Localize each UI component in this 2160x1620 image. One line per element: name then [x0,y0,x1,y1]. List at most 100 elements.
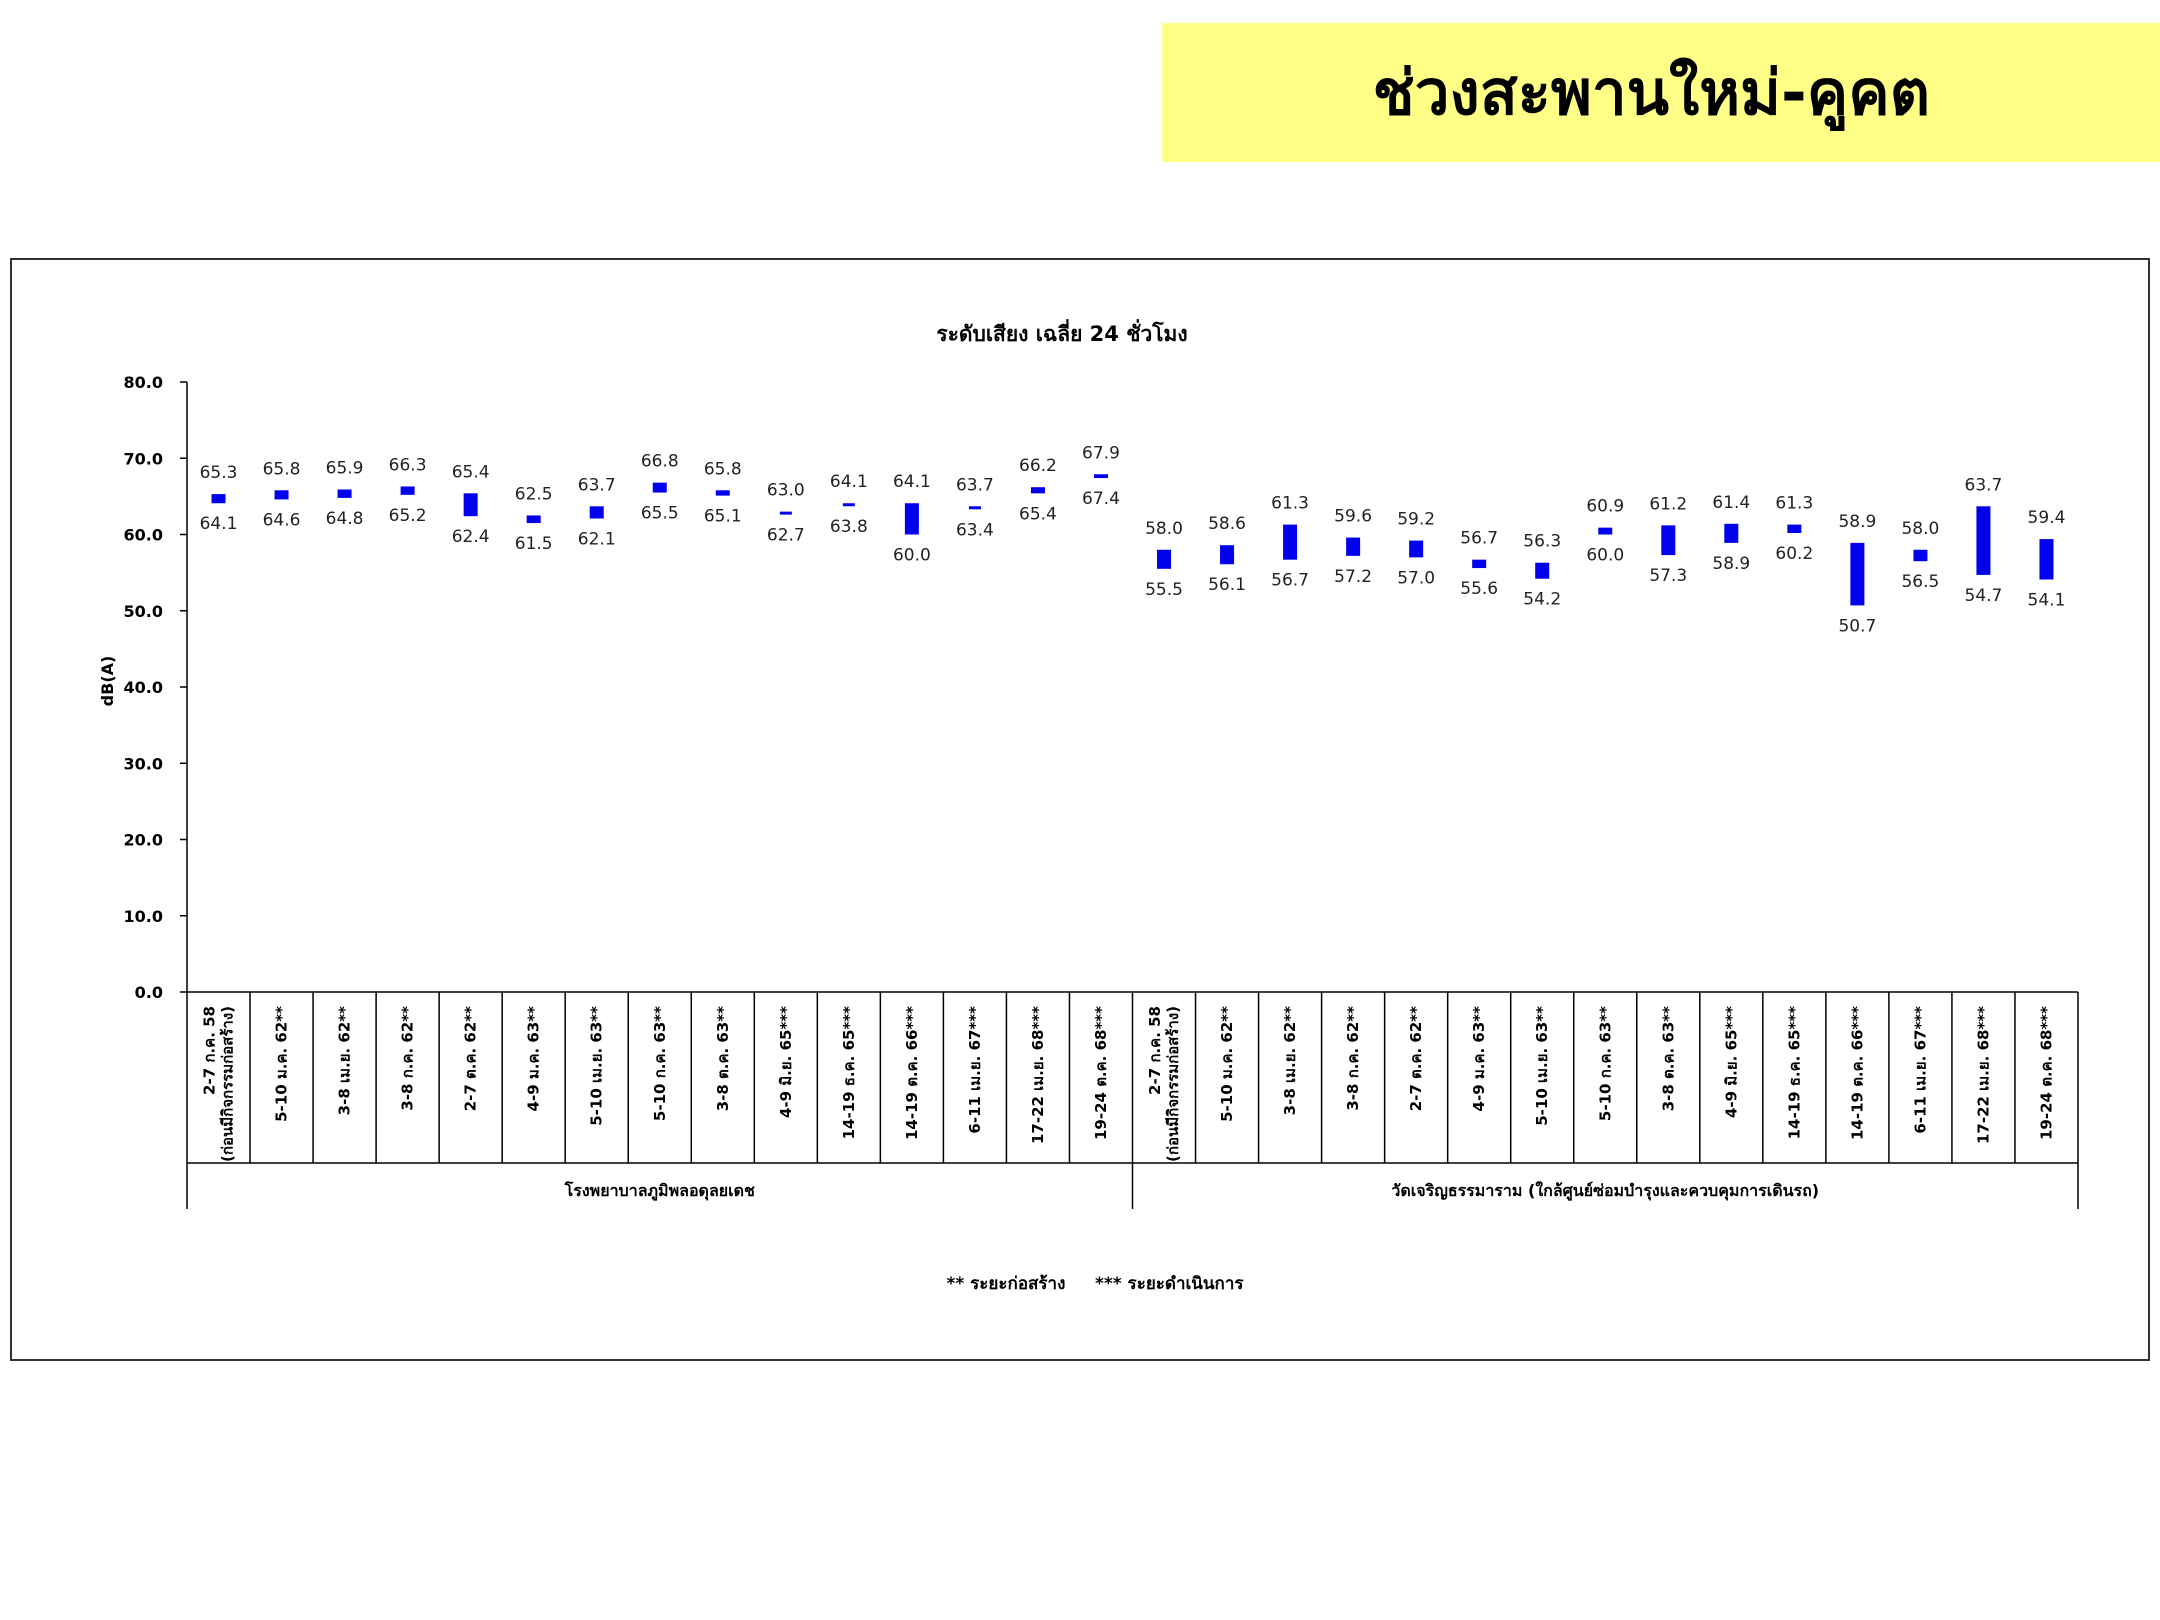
max-value-label: 64.1 [830,472,868,492]
max-value-label: 61.3 [1271,494,1309,514]
y-tick-label: 10.0 [124,907,163,926]
range-bar [1661,525,1676,556]
category-label: 19-24 ต.ค. 68*** [1092,1006,1110,1140]
category-label: 2-7 ก.ค. 58 [1146,1006,1164,1095]
max-value-label: 65.8 [263,459,301,479]
max-value-label: 62.5 [515,484,553,504]
max-value-label: 63.0 [767,481,805,501]
category-label: 3-8 ก.ค. 62** [399,1006,417,1111]
range-bar [1787,524,1802,533]
category-label: 14-19 ธ.ค. 65*** [840,1006,858,1140]
group-labels: โรงพยาบาลภูมิพลอดุลยเดช วัดเจริญธรรมาราม … [564,1180,1819,1202]
group-label: วัดเจริญธรรมาราม (ใกล้ศูนย์ซ่อมบำรุงและค… [1391,1181,1819,1202]
category-label: 5-10 เม.ย. 63** [1533,1006,1551,1126]
axes [186,382,2079,1209]
range-bar [526,515,541,524]
min-value-label: 62.7 [767,526,805,546]
min-value-label: 61.5 [515,534,553,554]
range-bar [779,511,792,515]
category-label: 5-10 ม.ค. 62** [273,1006,291,1122]
min-value-label: 64.8 [326,509,364,529]
range-bar [1093,474,1108,479]
category-label: 3-8 เม.ย. 62** [336,1006,354,1115]
max-value-label: 59.6 [1334,507,1372,527]
category-label: 5-10 เม.ย. 63** [588,1006,606,1126]
min-value-label: 65.2 [389,506,427,526]
category-label: 19-24 ต.ค. 68*** [2037,1006,2055,1140]
max-value-label: 58.6 [1208,514,1246,534]
range-bar [842,503,855,507]
range-bar [652,482,667,493]
category-label: 14-19 ต.ค. 66*** [903,1006,921,1140]
max-value-label: 59.2 [1397,510,1435,530]
min-value-label: 62.4 [452,527,490,547]
min-value-label: 54.1 [2028,590,2066,610]
y-tick-label: 40.0 [124,678,163,697]
min-value-label: 60.0 [1586,546,1624,566]
category-label: 14-19 ต.ค. 66*** [1848,1006,1866,1140]
category-label: (ก่อนมีกิจกรรมก่อสร้าง) [1164,1006,1182,1162]
max-value-label: 64.1 [893,472,931,492]
max-value-label: 56.3 [1523,532,1561,552]
category-label: 4-9 ม.ค. 63** [1470,1006,1488,1112]
range-bar [274,490,289,500]
category-label: 6-11 เม.ย. 67*** [1911,1006,1929,1134]
max-value-label: 58.9 [1838,512,1876,532]
range-bar [337,489,352,498]
min-value-label: 63.4 [956,520,994,540]
y-tick-label: 30.0 [124,754,163,773]
max-value-label: 63.7 [1965,475,2003,495]
range-bar [1283,524,1298,560]
max-value-label: 61.2 [1649,494,1687,514]
category-label: 2-7 ต.ค. 62** [462,1006,480,1111]
category-label: 6-11 เม.ย. 67*** [966,1006,984,1134]
min-value-label: 50.7 [1838,616,1876,636]
max-value-label: 66.3 [389,455,427,475]
category-label: 3-8 ต.ค. 63** [714,1006,732,1111]
range-bar [211,494,226,504]
max-value-label: 65.9 [326,459,364,479]
chart-title: ระดับเสียง เฉลี่ย 24 ชั่วโมง [936,318,1187,346]
max-value-label: 65.4 [452,462,490,482]
y-tick-label: 0.0 [135,983,163,1002]
range-bar [715,490,730,496]
min-value-label: 64.1 [200,514,238,534]
footnote: ** ระยะก่อสร้าง *** ระยะดำเนินการ [946,1274,1244,1294]
min-value-label: 55.5 [1145,580,1183,600]
min-value-label: 67.4 [1082,489,1120,509]
min-value-label: 57.3 [1649,566,1687,586]
max-value-label: 63.7 [956,475,994,495]
title-banner: ช่วงสะพานใหม่-คูคต [1162,23,2160,162]
max-value-label: 66.2 [1019,456,1057,476]
range-bar [1976,506,1991,575]
noise-level-chart: ระดับเสียง เฉลี่ย 24 ชั่วโมง dB(A) 0.0 10… [98,318,2079,1294]
max-value-label: 66.8 [641,452,679,472]
group-label: โรงพยาบาลภูมิพลอดุลยเดช [564,1180,755,1202]
category-label: 17-22 เม.ย. 68*** [1029,1006,1047,1144]
y-tick-label: 20.0 [124,831,163,850]
range-bar [400,486,415,495]
data-labels: 65.3 64.1 65.8 64.6 65.9 64.8 66.3 65.2 65.4 62.4… [200,443,2066,636]
min-value-label: 54.7 [1965,586,2003,606]
max-value-label: 61.4 [1712,493,1750,513]
max-value-label: 58.0 [1145,519,1183,539]
min-value-label: 56.1 [1208,575,1246,595]
max-value-label: 63.7 [578,475,616,495]
range-bar [1030,487,1045,494]
category-label: 5-10 ก.ค. 63** [1596,1006,1614,1121]
max-value-label: 59.4 [2028,508,2066,528]
category-label: 17-22 เม.ย. 68*** [1974,1006,1992,1144]
y-tick-label: 60.0 [124,526,163,545]
y-tick-label: 50.0 [124,602,163,621]
range-bar [1913,549,1928,562]
category-labels: 2-7 ก.ค. 58 (ก่อนมีกิจกรรมก่อสร้าง) 5-10 ม… [201,1006,2056,1162]
category-label: 14-19 ธ.ค. 65*** [1785,1006,1803,1140]
range-bar [1157,549,1172,569]
range-bar [1409,540,1424,558]
range-bar [1472,559,1487,569]
y-tick-label: 80.0 [124,373,163,392]
category-label: 4-9 ม.ค. 63** [525,1006,543,1112]
min-value-label: 57.0 [1397,568,1435,588]
min-value-label: 65.5 [641,504,679,524]
max-value-label: 65.8 [704,459,742,479]
